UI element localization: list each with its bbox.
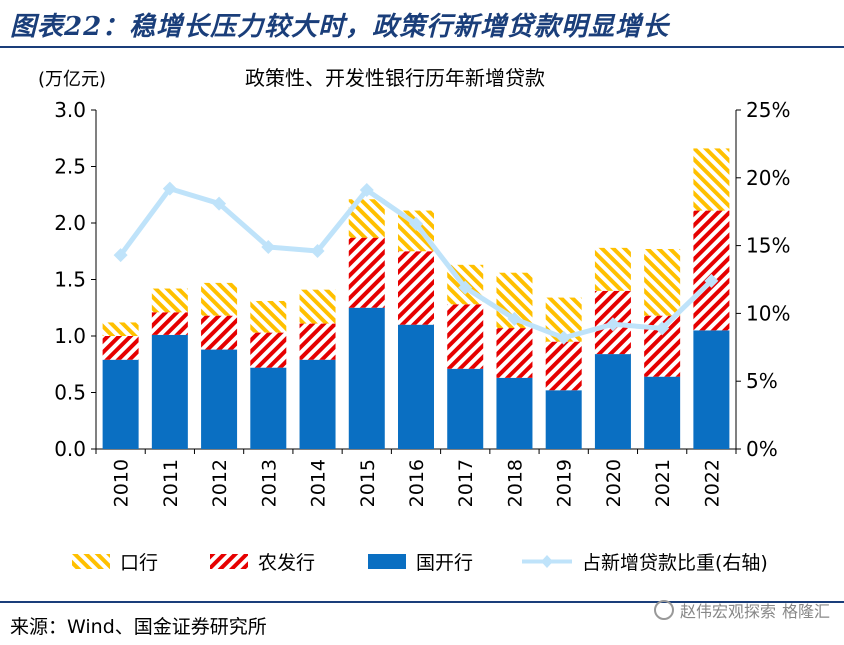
x-tick-label: 2015	[357, 459, 379, 507]
legend-swatch-guohang	[368, 554, 406, 569]
bar-nongfa	[693, 210, 730, 331]
ratio-point	[359, 183, 374, 198]
bar-nongfa	[348, 237, 385, 308]
watermark: 赵伟宏观探索 格隆汇	[653, 598, 830, 622]
ratio-point	[556, 330, 571, 345]
bar-kouhang	[644, 248, 681, 316]
bar-kouhang	[594, 247, 631, 291]
legend-label-ratio: 占新增贷款比重(右轴)	[582, 552, 768, 574]
source-note: 来源：Wind、国金证券研究所	[10, 616, 267, 638]
chart-title: 政策性、开发性银行历年新增贷款	[245, 66, 545, 90]
bar-nongfa	[496, 328, 533, 378]
y2-tick-label: 15%	[746, 234, 790, 258]
bar-nongfa	[447, 304, 484, 369]
legend-label-guohang: 国开行	[416, 552, 474, 574]
bar-nongfa	[299, 323, 336, 360]
chart-svg: 0.0 0.5 1.0 1.5 2.0 2.5 3.0 0% 5% 10% 15% 20% 25% 201…	[38, 66, 790, 507]
legend-swatch-ratio	[522, 555, 572, 568]
ratio-point	[162, 181, 177, 196]
ratio-point	[605, 317, 620, 332]
bar-kouhang	[151, 288, 188, 313]
bar-kouhang	[102, 322, 139, 336]
bar-nongfa	[102, 336, 139, 360]
x-tick-label: 2019	[554, 459, 576, 507]
bar-guohang	[496, 377, 533, 449]
ratio-point	[409, 216, 423, 231]
bar-nongfa	[151, 312, 188, 335]
bar-guohang	[545, 390, 582, 449]
x-tick-label: 2012	[209, 459, 231, 507]
title-rule	[0, 46, 844, 48]
x-tick-label: 2013	[258, 459, 280, 507]
bar-nongfa	[398, 251, 434, 325]
wechat-icon	[653, 600, 674, 620]
bar-kouhang	[201, 282, 238, 316]
y-tick-label: 2.5	[54, 155, 86, 179]
ratio-point	[655, 321, 670, 336]
bar-guohang	[102, 359, 139, 449]
ratio-point	[113, 248, 128, 263]
y2-tick-label: 5%	[746, 369, 778, 393]
y2-tick-label: 0%	[746, 437, 778, 461]
y-axis-label: (万亿元)	[38, 69, 106, 90]
x-tick-label: 2021	[652, 459, 674, 507]
watermark-text: 赵伟宏观探索	[679, 602, 776, 621]
bar-guohang	[398, 324, 434, 449]
bar-nongfa	[545, 341, 582, 391]
legend-swatch-kouhang	[72, 554, 110, 569]
y-tick-label: 3.0	[54, 98, 86, 122]
bar-kouhang	[250, 300, 287, 333]
y2-tick-label: 25%	[746, 98, 790, 122]
bar-guohang	[151, 334, 188, 449]
bar-guohang	[299, 359, 336, 449]
y-tick-label: 2.0	[54, 211, 86, 235]
bar-guohang	[447, 368, 484, 449]
bar-kouhang	[693, 148, 730, 211]
ratio-point	[310, 244, 325, 259]
ratio-point	[458, 280, 473, 295]
x-tick-label: 2017	[455, 459, 477, 507]
bar-guohang	[250, 367, 287, 449]
bar-guohang	[644, 376, 681, 449]
watermark-sub: 格隆汇	[781, 602, 830, 621]
x-tick-label: 2022	[701, 459, 723, 507]
x-tick-label: 2016	[406, 459, 428, 507]
legend-label-kouhang: 口行	[120, 552, 159, 574]
ratio-point	[507, 311, 522, 326]
y-tick-label: 1.5	[54, 268, 86, 292]
y-tick-label: 0.0	[54, 437, 86, 461]
legend-item-ratio: 占新增贷款比重(右轴)	[522, 548, 768, 575]
figure-title: 图表22：稳增长压力较大时，政策行新增贷款明显增长	[10, 12, 670, 42]
legend: 口行 农发行 国开行 占新增贷款比重(右轴)	[0, 548, 844, 578]
x-tick-label: 2018	[504, 459, 526, 507]
legend-item-nongfa: 农发行	[210, 548, 315, 575]
y-tick-label: 1.0	[54, 324, 86, 348]
y2-tick-label: 10%	[746, 301, 790, 325]
bar-guohang	[693, 330, 730, 449]
y2-tick-label: 20%	[746, 166, 790, 190]
y-tick-label: 0.5	[54, 381, 86, 405]
footer-rule	[0, 601, 844, 603]
x-tick-label: 2011	[160, 459, 182, 507]
legend-label-nongfa: 农发行	[258, 552, 316, 574]
bar-kouhang	[299, 289, 336, 324]
ratio-point	[212, 196, 227, 211]
x-tick-label: 2020	[603, 459, 625, 507]
legend-item-kouhang: 口行	[72, 548, 158, 575]
ratio-point	[704, 273, 719, 288]
bar-guohang	[348, 307, 385, 449]
x-tick-label: 2014	[308, 459, 330, 507]
x-tick-label: 2010	[111, 459, 133, 507]
bar-nongfa	[250, 332, 287, 368]
legend-swatch-nongfa	[210, 554, 248, 569]
legend-item-guohang: 国开行	[368, 548, 473, 575]
bar-guohang	[594, 354, 631, 449]
bar-nongfa	[201, 315, 238, 350]
bar-guohang	[201, 349, 238, 449]
ratio-point	[261, 239, 276, 254]
